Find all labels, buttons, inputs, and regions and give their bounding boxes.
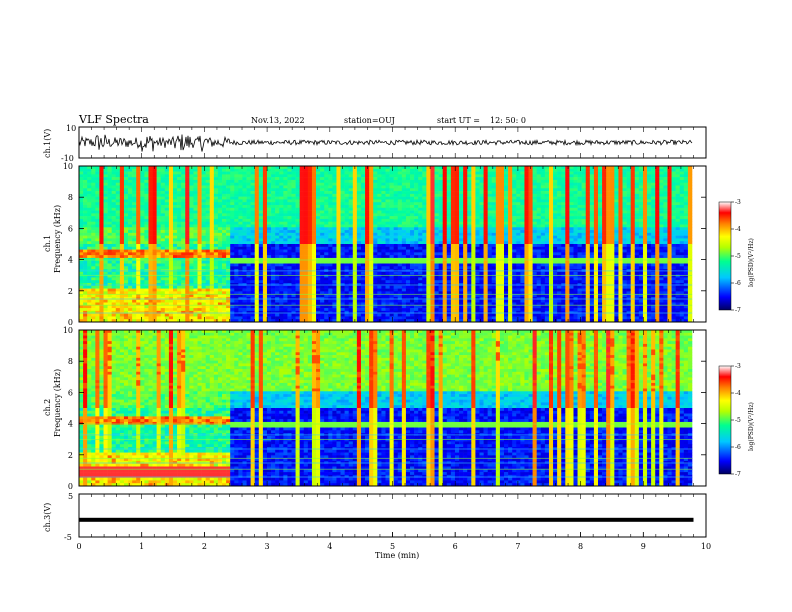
x-tick-label: 5 xyxy=(390,542,395,551)
ch2-colorbar-label: log(PSD)(V²/Hz) xyxy=(748,402,755,451)
ch3-waveform-trace xyxy=(79,517,694,522)
ch3-ytick-top: 5 xyxy=(68,492,73,501)
ch1-spec-ytick-label: 4 xyxy=(68,256,73,265)
ch1-colorbar-label: log(PSD)(V²/Hz) xyxy=(748,238,755,287)
time-axis-ticks xyxy=(78,127,707,537)
ch1-spec-ytick-label: 8 xyxy=(68,193,73,202)
ch2-spec-ylabel: Frequency (kHz) xyxy=(53,369,62,437)
ch1-spec-ylabel: Frequency (kHz) xyxy=(53,205,62,273)
ch2-spec-ytick-label: 6 xyxy=(68,388,73,397)
x-tick-label: 0 xyxy=(76,542,81,551)
ch1-spec-ytick-label: 0 xyxy=(68,318,73,327)
x-tick-label: 4 xyxy=(327,542,332,551)
x-tick-label: 2 xyxy=(202,542,207,551)
ch2-spec-ytick-label: 10 xyxy=(63,326,73,335)
ch1-colorbar-tick-label: -5 xyxy=(735,253,741,260)
ch2-colorbar-tick-label: -3 xyxy=(735,363,741,370)
ch2-spec-ytick-label: 4 xyxy=(68,420,73,429)
ch2-colorbar-tick-label: -4 xyxy=(735,390,741,397)
x-tick-label: 9 xyxy=(641,542,646,551)
ch2-colorbar-tick-label: -7 xyxy=(735,471,741,478)
ch2-spec-ytick-label: 0 xyxy=(68,482,73,491)
x-tick-label: 10 xyxy=(701,542,711,551)
ch2-colorbar-tick-label: -6 xyxy=(735,444,741,451)
ch2-colorbar xyxy=(718,365,732,475)
ch1-spec-ytick-label: 2 xyxy=(68,287,73,296)
ch1-colorbar-tick-label: -4 xyxy=(735,226,741,233)
date-label: Nov.13, 2022 xyxy=(251,116,305,125)
x-axis-label: Time (min) xyxy=(375,551,419,560)
station-label: station=OUJ xyxy=(344,116,395,125)
x-tick-label: 6 xyxy=(453,542,458,551)
ch1-waveform-panel: 10 -10 ch.1(V) xyxy=(43,124,707,163)
x-tick-label: 7 xyxy=(515,542,520,551)
ch1-colorbar-tick-label: -6 xyxy=(735,280,741,287)
ch2-spectrogram-image xyxy=(79,330,693,487)
ch1-spec-ytick-label: 10 xyxy=(63,162,73,171)
start-ut-value: 12: 50: 0 xyxy=(490,116,526,125)
ch1-colorbar-tick-label: -7 xyxy=(735,307,741,314)
ch1-colorbar xyxy=(718,201,732,311)
figure-title: VLF Spectra xyxy=(78,113,149,126)
ch3-waveform-frame xyxy=(78,493,707,538)
ch1-wave-ytick-bottom: -10 xyxy=(61,154,74,163)
ch3-ytick-bottom: -5 xyxy=(64,533,72,542)
ch1-spec-ytick-label: 6 xyxy=(68,224,73,233)
start-ut-label: start UT = xyxy=(437,116,480,125)
x-tick-label: 3 xyxy=(265,542,270,551)
ch1-colorbar-tick-label: -3 xyxy=(735,199,741,206)
ch1-waveform-trace xyxy=(78,134,693,152)
ch3-waveform-panel: 5 -5 ch.3(V) 0 1 2 3 4 5 6 7 8 9 10 Time (min) xyxy=(43,492,711,560)
ch1-wave-ylabel: ch.1(V) xyxy=(43,129,52,158)
ch2-spec-ylabel-channel: ch.2 xyxy=(43,399,52,416)
x-tick-label: 8 xyxy=(578,542,583,551)
ch1-spec-ylabel-channel: ch.1 xyxy=(43,235,52,252)
ch2-colorbar-tick-label: -5 xyxy=(735,417,741,424)
x-tick-label: 1 xyxy=(139,542,144,551)
ch1-wave-ytick-top: 10 xyxy=(66,124,76,133)
ch2-spec-ytick-label: 2 xyxy=(68,451,73,460)
ch2-spec-ytick-label: 8 xyxy=(68,357,73,366)
ch3-ylabel: ch.3(V) xyxy=(43,503,52,532)
ch1-spectrogram-image xyxy=(79,166,693,323)
